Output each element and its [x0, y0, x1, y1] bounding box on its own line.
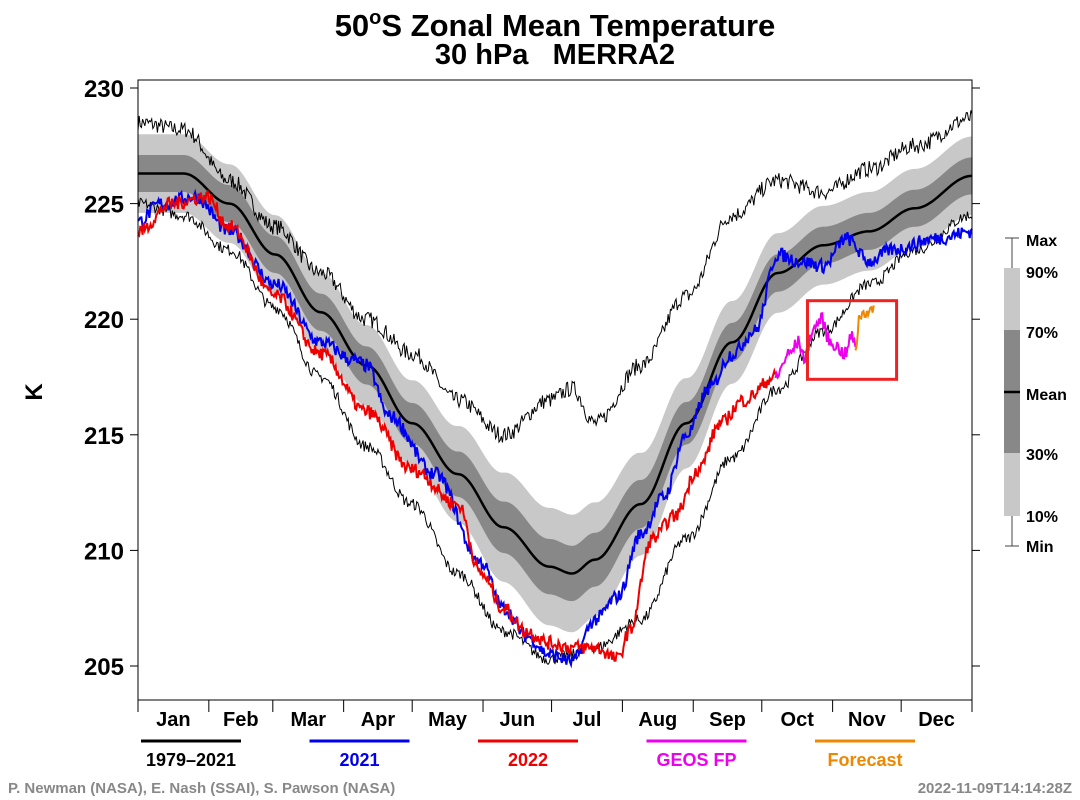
chart-title: 50oS Zonal Mean Temperature — [335, 7, 776, 43]
month-label: Feb — [223, 709, 259, 731]
mean-line — [138, 172, 973, 575]
credit-text: P. Newman (NASA), E. Nash (SSAI), S. Paw… — [8, 780, 395, 797]
month-label: Nov — [848, 709, 887, 731]
percentile-label: 90% — [1026, 265, 1058, 282]
legend-label: 2021 — [339, 750, 379, 770]
month-label: Apr — [361, 709, 396, 731]
month-label: Dec — [918, 709, 955, 731]
percentile-label: Min — [1026, 539, 1054, 556]
band-10-90 — [138, 134, 972, 633]
legend-label: 1979–2021 — [146, 750, 236, 770]
plot-frame — [137, 79, 973, 701]
max-line — [137, 110, 973, 444]
month-label: Aug — [638, 709, 677, 731]
legend-label: Forecast — [827, 750, 902, 770]
series-line-2022 — [137, 189, 777, 662]
month-label: Jan — [156, 709, 190, 731]
month-label: Jul — [573, 709, 602, 731]
series-line-geos-fp — [774, 312, 857, 380]
month-label: Mar — [290, 709, 326, 731]
percentile-label: Max — [1026, 233, 1057, 250]
highlight-box — [805, 299, 899, 381]
series-legend: 1979–2021 2021 2022 GEOS FP Forecast — [141, 739, 915, 770]
month-label: May — [428, 709, 468, 731]
y-axis-label: K — [21, 383, 48, 401]
min-line — [137, 197, 973, 665]
month-label: Jun — [500, 709, 536, 731]
series-line-forecast — [854, 305, 875, 351]
percentile-label: 10% — [1026, 509, 1058, 526]
month-label: Oct — [781, 709, 815, 731]
band-30-70 — [138, 155, 972, 602]
y-tick-label: 220 — [84, 307, 124, 334]
chart-subtitle: 30 hPa MERRA2 — [435, 39, 675, 71]
y-tick-label: 205 — [84, 654, 124, 681]
legend-label: GEOS FP — [656, 750, 736, 770]
percentile-label: 30% — [1026, 447, 1058, 464]
legend-label: 2022 — [508, 750, 548, 770]
timestamp-text: 2022-11-09T14:14:28Z — [918, 780, 1072, 797]
percentile-label: 70% — [1026, 325, 1058, 342]
y-tick-label: 210 — [84, 538, 124, 565]
y-tick-label: 230 — [84, 76, 124, 103]
y-tick-label: 215 — [84, 423, 124, 450]
month-label: Sep — [709, 709, 746, 731]
percentile-label: Mean — [1026, 387, 1067, 404]
series-line-2021 — [137, 188, 973, 669]
plot-area — [137, 110, 973, 669]
y-tick-label: 225 — [84, 192, 124, 219]
percentile-legend: Max 90% 70% Mean 30% 10% Min — [1004, 233, 1067, 556]
